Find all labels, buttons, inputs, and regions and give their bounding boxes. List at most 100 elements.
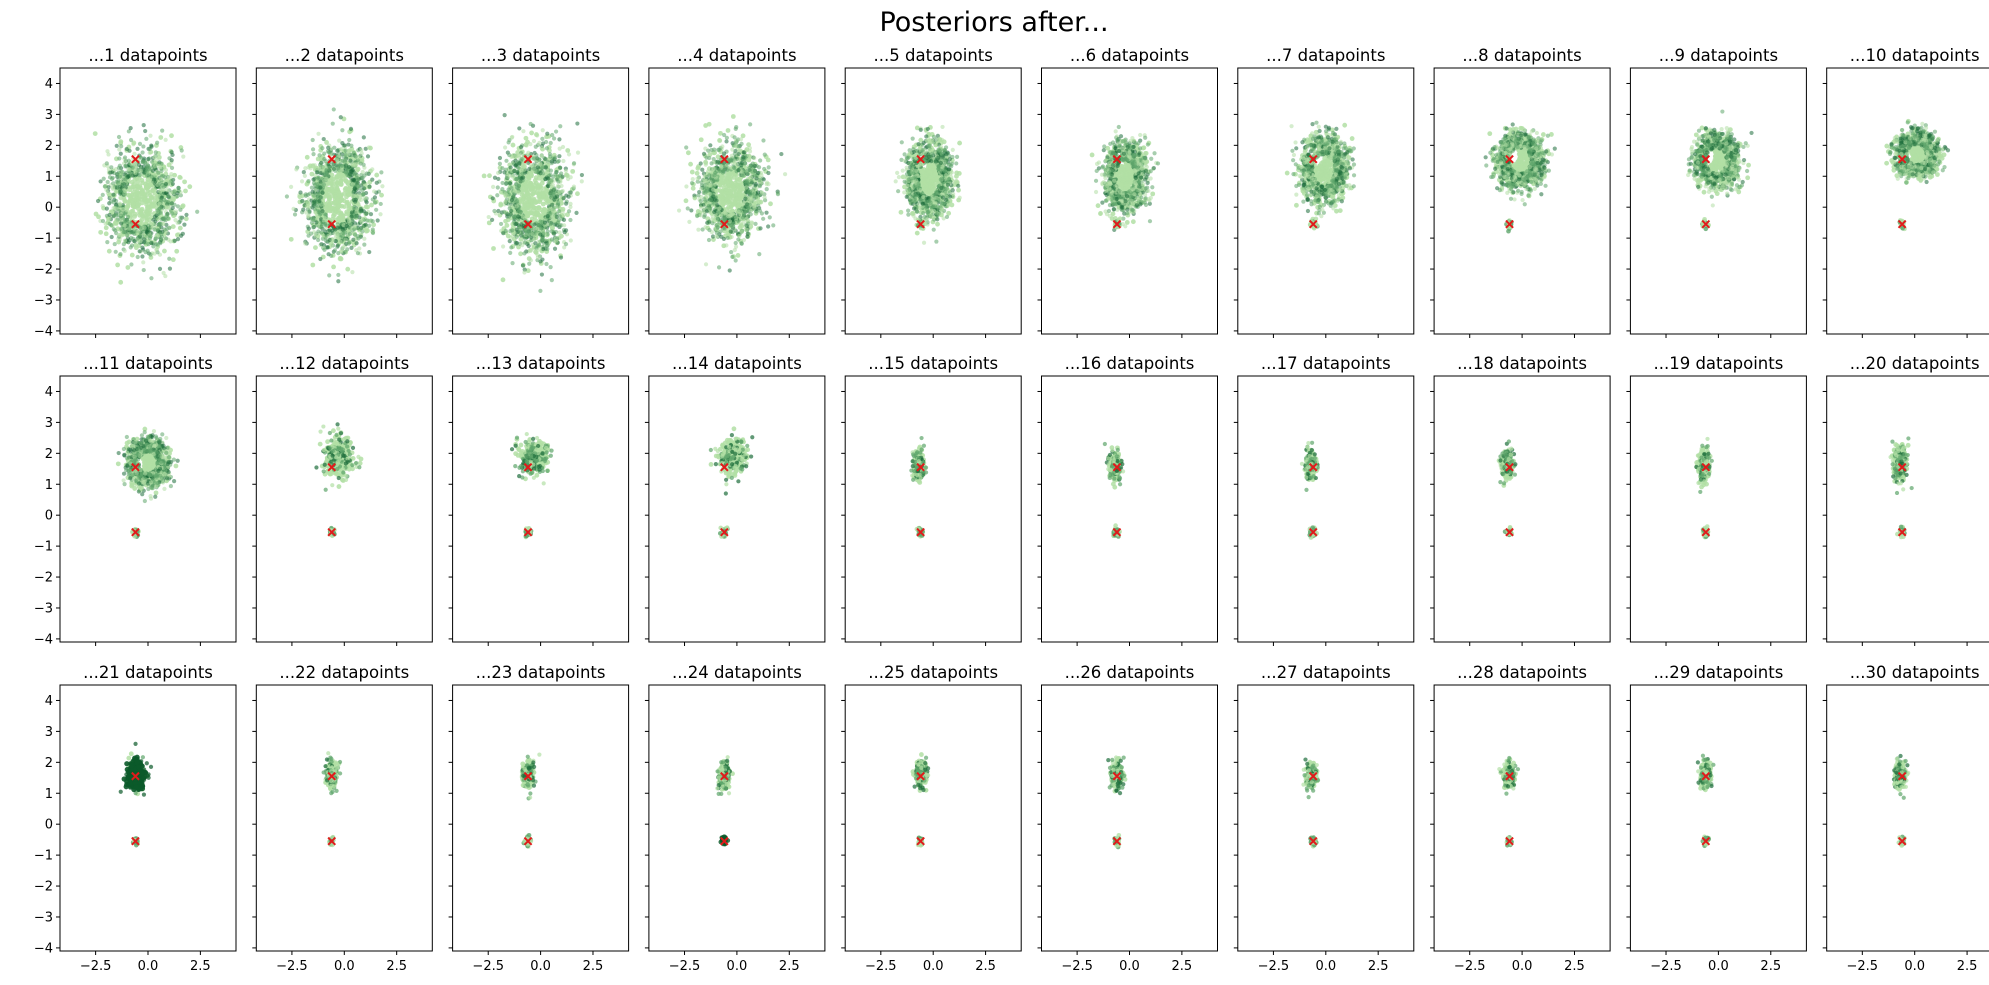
sample-point [702,178,708,183]
sample-point [914,230,920,236]
sample-point [695,179,700,184]
sample-point [361,135,366,140]
sample-point [733,240,738,246]
sample-point [141,144,146,149]
sample-point [355,166,361,172]
sample-point [372,195,378,200]
sample-point [575,191,580,197]
sample-point [141,260,146,265]
posterior-samples [676,114,788,273]
sample-point [520,263,526,268]
sample-point [561,217,567,222]
sample-point [535,255,540,260]
sample-point [518,209,523,215]
sample-point [743,161,748,166]
sample-point [123,177,128,182]
sample-point [728,190,734,196]
sample-point [724,206,730,212]
sample-point [346,216,351,221]
sample-point [135,236,140,241]
sample-point [308,231,314,236]
sample-point [761,177,766,182]
sample-point [123,159,128,164]
sample-point [122,238,128,243]
sample-point [505,212,510,217]
sample-point [371,189,377,194]
sample-point [125,265,131,270]
sample-point [98,229,104,235]
sample-point [530,232,535,237]
sample-point [542,220,547,225]
sample-point [502,113,507,118]
sample-point [540,209,546,215]
sample-point [724,243,729,248]
sample-point [553,129,559,134]
sample-point [509,245,514,250]
sample-point [323,185,329,191]
sample-point [536,175,542,181]
sample-point [708,183,713,188]
true-value-marker [327,154,337,164]
sample-point [330,238,335,243]
sample-point [160,128,165,133]
sample-point [157,181,162,187]
sample-point [486,220,492,226]
sample-point [748,212,753,217]
sample-point [898,209,904,215]
sample-point [561,158,566,164]
sample-point [140,150,145,155]
posterior-samples [893,124,963,245]
sample-point [698,161,703,166]
sample-point [509,186,514,191]
sample-point [135,254,140,260]
sample-point [725,128,731,133]
sample-point [332,248,338,253]
sample-point [757,208,763,213]
sample-point [543,139,549,145]
sample-point [767,215,772,220]
sample-point [305,207,310,212]
sample-point [566,152,572,157]
sample-point [698,205,704,210]
sample-point [152,164,158,169]
sample-point [326,233,331,239]
sample-point [137,141,143,146]
sample-point [342,143,347,148]
sample-point [756,203,761,208]
sample-point [694,170,700,176]
sample-point [703,225,708,230]
sample-point [737,148,742,153]
sample-point [325,203,331,208]
sample-point [711,187,716,192]
sample-point [145,229,150,234]
sample-point [125,200,131,205]
sample-point [543,156,548,162]
sample-point [180,231,185,236]
true-value-marker [720,219,729,229]
sample-point [355,180,360,185]
sample-point [132,177,138,182]
sample-point [546,176,551,181]
sample-point [140,190,146,196]
sample-point [712,150,718,156]
sample-point [106,248,112,254]
sample-point [502,170,507,175]
sample-point [740,173,745,178]
sample-point [500,166,505,171]
sample-point [123,163,128,168]
sample-point [337,175,343,181]
sample-point [362,236,367,241]
sample-point [358,161,363,166]
sample-point [525,268,531,274]
sample-point [143,128,148,134]
sample-point [368,212,374,217]
sample-point [744,227,749,232]
sample-point [367,184,372,189]
sample-point [514,204,519,209]
sample-point [711,194,716,199]
sample-point [562,245,567,250]
sample-point [340,234,345,239]
sample-point [758,199,764,205]
sample-point [695,208,701,214]
sample-point [690,185,696,191]
